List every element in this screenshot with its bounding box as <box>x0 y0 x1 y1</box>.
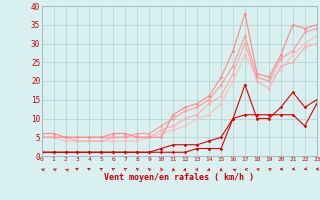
X-axis label: Vent moyen/en rafales ( km/h ): Vent moyen/en rafales ( km/h ) <box>104 174 254 182</box>
